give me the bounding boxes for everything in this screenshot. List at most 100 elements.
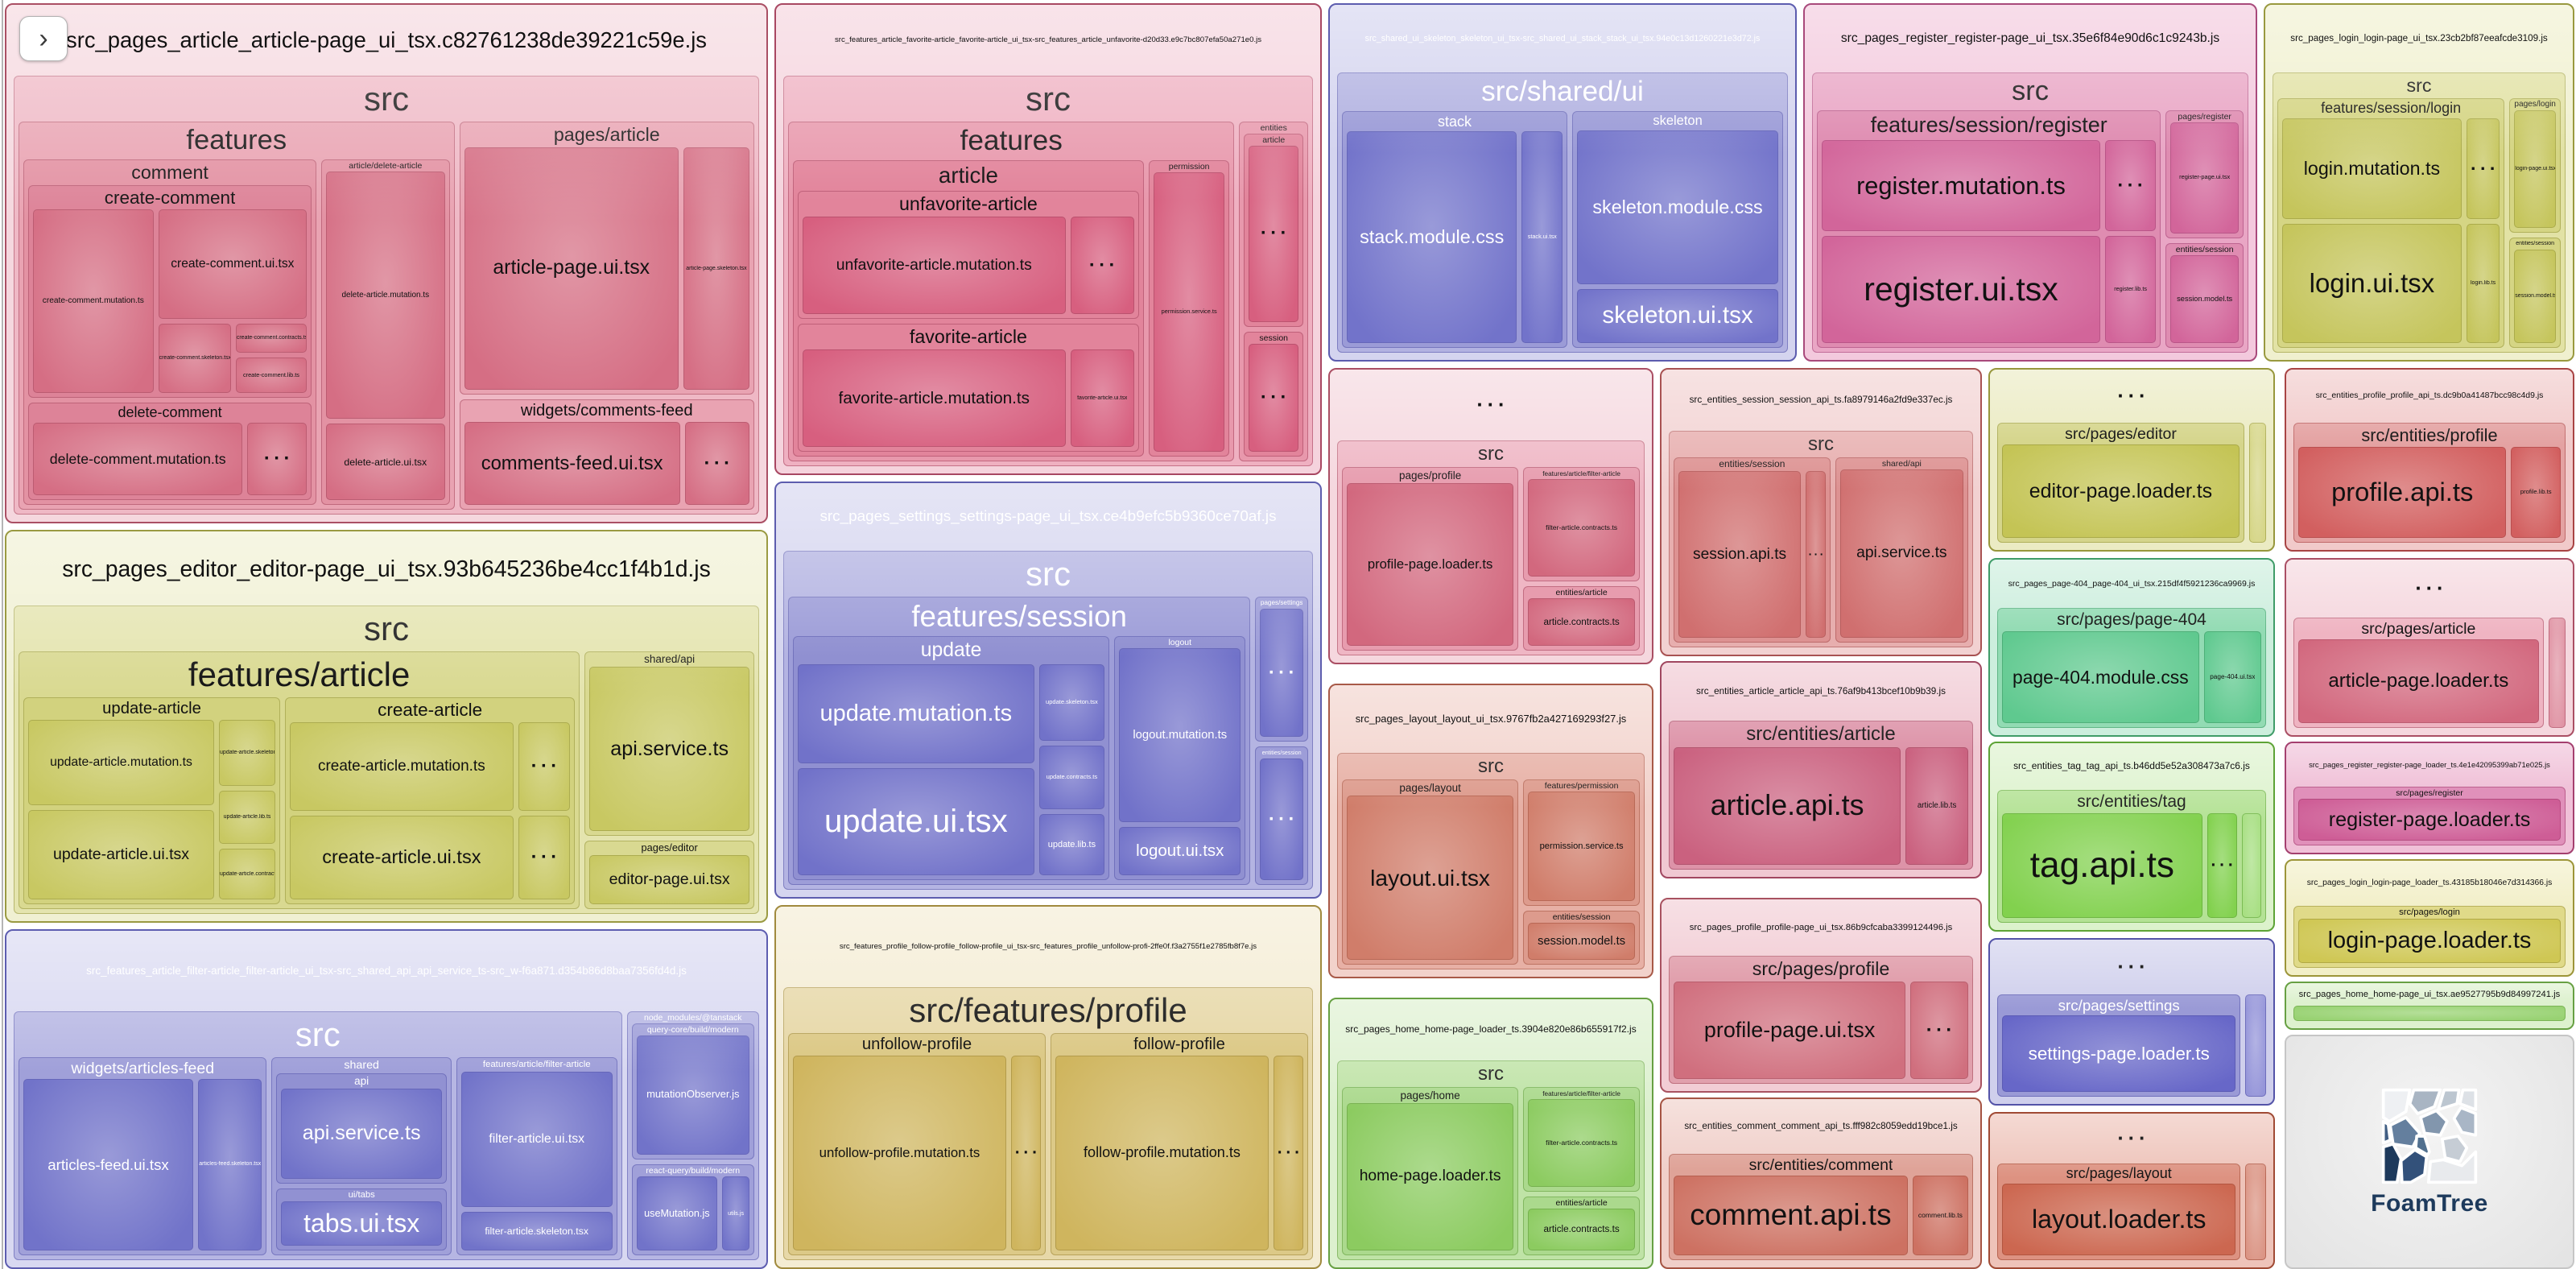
treemap-group[interactable]: entities article ··· session ··· [1239, 121, 1308, 461]
treemap-group[interactable]: entities/article article.contracts.ts [1523, 1197, 1640, 1255]
treemap-leaf[interactable]: update.lib.ts [1038, 814, 1105, 875]
treemap-group[interactable]: update update.mutation.ts update.ui.tsx upd… [793, 636, 1110, 880]
treemap-leaf[interactable]: profile-page.ui.tsx [1674, 982, 1906, 1079]
treemap-leaf[interactable]: update-article.ui.tsx [28, 809, 215, 899]
treemap-leaf[interactable]: article.lib.ts [1905, 746, 1968, 865]
chunk-panel[interactable]: src_features_profile_follow-profile_foll… [774, 905, 1322, 1269]
treemap-leaf[interactable]: register-page.ui.tsx [2170, 122, 2239, 234]
treemap-leaf[interactable]: favorite-article.mutation.ts [803, 349, 1066, 447]
treemap-group[interactable]: entities/session ··· [1255, 746, 1308, 885]
treemap-group[interactable]: session ··· [1244, 331, 1303, 457]
treemap-leaf[interactable]: update-article.contract.ts [219, 849, 276, 899]
treemap-group[interactable]: article/delete-article delete-article.mut… [321, 159, 450, 505]
treemap-leaf[interactable]: profile-page.loader.ts [1347, 482, 1514, 646]
chunk-panel[interactable]: src_entities_session_session_api_ts.fa89… [1660, 368, 1982, 656]
treemap-leaf[interactable]: session.model.ts [2514, 249, 2556, 343]
treemap-leaf[interactable]: session.model.ts [1528, 923, 1635, 960]
chunk-panel[interactable]: src_pages_layout_layout_ui_tsx.9767fb2a4… [1328, 684, 1653, 978]
treemap-leaf[interactable]: login-page.loader.ts [2298, 919, 2561, 963]
treemap-leaf[interactable]: follow-profile.mutation.ts [1055, 1055, 1269, 1250]
treemap-group[interactable]: src pages/layout layout.ui.tsx features/per… [1337, 753, 1645, 969]
treemap-leaf[interactable]: filter-article.contracts.ts [1528, 479, 1635, 577]
chunk-panel[interactable]: src_features_article_favorite-article_fa… [774, 3, 1322, 475]
chunk-panel[interactable]: src_pages_home_home-page_ui_tsx.ae952779… [2285, 982, 2574, 1030]
treemap-group[interactable]: article unfavorite-article unfavorite-arti… [793, 159, 1144, 457]
ellipsis-leaf[interactable]: ··· [1249, 145, 1298, 322]
ellipsis-leaf[interactable]: ··· [1010, 1055, 1041, 1250]
treemap-leaf[interactable]: update-article.skeleton.tsx [219, 719, 276, 787]
treemap-leaf[interactable]: utils.js [722, 1176, 749, 1250]
treemap-leaf[interactable]: tabs.ui.tsx [281, 1201, 442, 1246]
treemap-leaf[interactable]: login.ui.tsx [2282, 224, 2462, 343]
treemap-group[interactable]: src/pages/settings settings-page.loader.t… [1997, 994, 2241, 1097]
treemap-leaf[interactable]: comment.api.ts [1674, 1176, 1908, 1255]
sliver-leaf[interactable] [2293, 1006, 2566, 1021]
treemap-group[interactable]: src features comment create-comment create-c… [14, 76, 759, 515]
chunk-panel[interactable]: src_entities_article_article_api_ts.76af… [1660, 661, 1982, 878]
treemap-leaf[interactable]: register.ui.tsx [1822, 235, 2100, 343]
treemap-leaf[interactable]: skeleton.module.css [1577, 130, 1778, 284]
treemap-group[interactable]: src/entities/profile profile.api.ts profil… [2293, 423, 2566, 543]
treemap-group[interactable]: stack stack.module.css stack.ui.tsx [1342, 111, 1568, 348]
expand-button[interactable]: › [19, 16, 68, 61]
treemap-leaf[interactable]: create-comment.ui.tsx [158, 209, 308, 319]
treemap-group[interactable]: src/pages/editor editor-page.loader.ts [1997, 423, 2244, 543]
treemap-group[interactable]: create-comment create-comment.mutation.ts… [28, 184, 312, 398]
chunk-panel[interactable]: src_pages_settings_settings-page_ui_tsx.… [774, 482, 1322, 899]
ellipsis-leaf[interactable]: ··· [1260, 608, 1303, 738]
treemap-leaf[interactable]: register.lib.ts [2104, 235, 2157, 343]
treemap-group[interactable]: pages/editor editor-page.ui.tsx [584, 841, 754, 909]
chunk-panel[interactable]: src_pages_article_article-page_ui_tsx.c8… [5, 3, 768, 523]
ellipsis-leaf[interactable]: ··· [1273, 1055, 1303, 1250]
chunk-panel[interactable]: src_pages_profile_profile-page_ui_tsx.86… [1660, 898, 1982, 1093]
treemap-group[interactable]: comment create-comment create-comment.muta… [23, 159, 317, 505]
treemap-leaf[interactable]: page-404.module.css [2002, 631, 2199, 723]
chunk-panel[interactable]: src_pages_page-404_page-404_ui_tsx.215df… [1988, 558, 2275, 737]
ellipsis-leaf[interactable]: ··· [684, 422, 749, 505]
chunk-panel[interactable]: src_entities_tag_tag_api_ts.b46dd5e52a30… [1988, 742, 2275, 932]
treemap-leaf[interactable]: create-comment.lib.ts [235, 358, 308, 393]
sliver-leaf[interactable] [2245, 994, 2266, 1097]
treemap-group[interactable]: src/pages/article article-page.loader.ts [2293, 618, 2544, 728]
treemap-leaf[interactable]: articles-feed.skeleton.tsx [198, 1079, 262, 1250]
treemap-group[interactable]: features/article/filter-article filter-ar… [1523, 467, 1640, 582]
treemap-group[interactable]: pages/settings ··· [1255, 596, 1308, 742]
ellipsis-leaf[interactable]: ··· [1249, 343, 1298, 452]
treemap-leaf[interactable]: filter-article.skeleton.tsx [460, 1211, 613, 1250]
treemap-group[interactable]: shared/api api.service.ts [1835, 457, 1968, 643]
treemap-leaf[interactable]: unfollow-profile.mutation.ts [793, 1055, 1006, 1250]
treemap-leaf[interactable]: update.skeleton.tsx [1038, 663, 1105, 741]
treemap-group[interactable]: src entities/session session.api.ts ··· shar… [1669, 431, 1973, 647]
treemap-group[interactable]: src/pages/profile profile-page.ui.tsx ··· [1669, 956, 1973, 1084]
treemap-group[interactable]: entities/article article.contracts.ts [1523, 586, 1640, 651]
treemap-group[interactable]: src/shared/ui stack stack.module.css stack.… [1337, 72, 1788, 353]
treemap-group[interactable]: src features/session/login login.mutation.… [2273, 72, 2566, 353]
sliver-leaf[interactable] [2245, 1164, 2266, 1260]
ellipsis-leaf[interactable]: ··· [1070, 216, 1134, 314]
treemap-leaf[interactable]: permission.service.ts [1153, 172, 1225, 452]
treemap-leaf[interactable]: delete-article.ui.tsx [326, 424, 445, 500]
treemap-group[interactable]: src features/session/register register.mut… [1812, 72, 2248, 353]
treemap-leaf[interactable]: profile.api.ts [2298, 446, 2507, 538]
treemap-leaf[interactable]: create-comment.contracts.ts [235, 323, 308, 353]
treemap-group[interactable]: react-query/build/modern useMutation.js ut… [631, 1164, 754, 1255]
treemap-leaf[interactable]: page-404.ui.tsx [2203, 631, 2261, 723]
ellipsis-leaf[interactable]: ··· [518, 722, 571, 811]
treemap-group[interactable]: create-article create-article.mutation.ts… [285, 697, 576, 904]
treemap-group[interactable]: pages/home home-page.loader.ts [1342, 1087, 1519, 1255]
treemap-leaf[interactable]: delete-comment.mutation.ts [33, 422, 243, 495]
treemap-group[interactable]: api api.service.ts [276, 1073, 447, 1184]
treemap-leaf[interactable]: article.contracts.ts [1528, 1209, 1635, 1250]
treemap-group[interactable]: features/article/filter-article filter-ar… [1523, 1087, 1640, 1193]
treemap-leaf[interactable]: permission.service.ts [1528, 792, 1635, 902]
treemap-leaf[interactable]: stack.module.css [1347, 131, 1517, 343]
treemap-leaf[interactable]: article-page.skeleton.tsx [683, 147, 749, 391]
treemap-leaf[interactable]: stack.ui.tsx [1521, 131, 1563, 343]
treemap-group[interactable]: pages/layout layout.ui.tsx [1342, 779, 1519, 965]
ellipsis-leaf[interactable]: ··· [518, 815, 571, 899]
treemap-group[interactable]: src/pages/layout layout.loader.ts [1997, 1164, 2241, 1260]
chunk-panel[interactable]: ··· src/pages/article article-page.loader.… [2285, 558, 2574, 737]
treemap-group[interactable]: follow-profile follow-profile.mutation.ts… [1051, 1032, 1308, 1255]
treemap-group[interactable]: src/pages/page-404 page-404.module.css pag… [1997, 608, 2266, 728]
chunk-panel[interactable]: src_pages_register_register-page_ui_tsx.… [1803, 3, 2257, 362]
